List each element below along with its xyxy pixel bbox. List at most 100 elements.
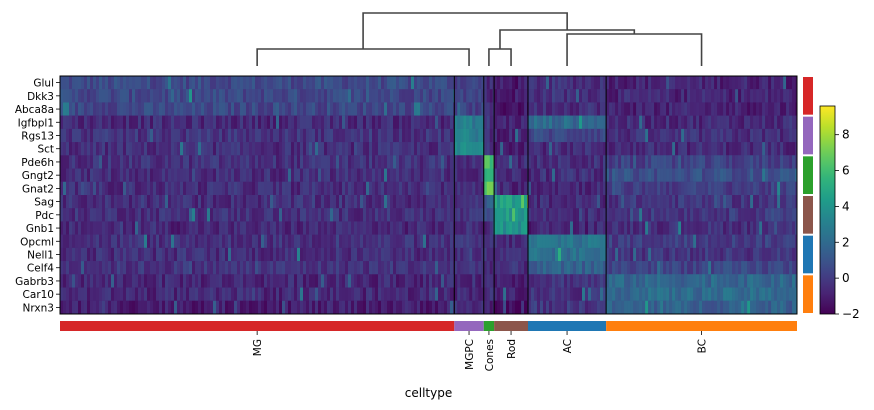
heatmap-stripe xyxy=(561,155,564,169)
heatmap-stripe xyxy=(512,89,515,103)
heatmap-stripe xyxy=(447,261,450,275)
heatmap-stripe xyxy=(478,129,481,143)
heatmap-stripe xyxy=(549,261,552,275)
heatmap-stripe xyxy=(201,195,204,209)
heatmap-stripe xyxy=(237,116,240,130)
heatmap-stripe xyxy=(741,301,744,315)
heatmap-stripe xyxy=(369,169,372,183)
heatmap-stripe xyxy=(630,248,633,262)
heatmap-stripe xyxy=(642,221,645,235)
heatmap-stripe xyxy=(594,221,597,235)
heatmap-stripe xyxy=(216,208,219,222)
heatmap-stripe xyxy=(75,89,78,103)
heatmap-stripe xyxy=(612,221,615,235)
heatmap-stripe xyxy=(506,195,509,209)
heatmap-stripe xyxy=(264,261,267,275)
heatmap-stripe xyxy=(249,288,252,302)
heatmap-stripe xyxy=(636,248,639,262)
heatmap-stripe xyxy=(84,182,87,196)
heatmap-stripe xyxy=(198,274,201,288)
heatmap-stripe xyxy=(684,288,687,302)
heatmap-stripe xyxy=(524,76,527,90)
heatmap-stripe xyxy=(417,288,420,302)
heatmap-stripe xyxy=(444,102,447,116)
heatmap-stripe xyxy=(570,155,573,169)
heatmap-stripe xyxy=(669,195,672,209)
heatmap-stripe xyxy=(591,288,594,302)
heatmap-stripe xyxy=(573,208,576,222)
heatmap-stripe xyxy=(576,248,579,262)
heatmap-stripe xyxy=(543,235,546,249)
heatmap-stripe xyxy=(630,76,633,90)
heatmap-stripe xyxy=(735,142,738,156)
heatmap-stripe xyxy=(267,182,270,196)
heatmap-stripe xyxy=(524,102,527,116)
heatmap-stripe xyxy=(327,274,330,288)
heatmap-stripe xyxy=(156,76,159,90)
heatmap-stripe xyxy=(285,116,288,130)
heatmap-stripe xyxy=(411,248,414,262)
heatmap-stripe xyxy=(438,129,441,143)
heatmap-stripe xyxy=(627,195,630,209)
heatmap-stripe xyxy=(237,89,240,103)
heatmap-stripe xyxy=(490,235,493,249)
heatmap-stripe xyxy=(478,301,481,315)
heatmap-stripe xyxy=(711,169,714,183)
heatmap-stripe xyxy=(252,76,255,90)
heatmap-stripe xyxy=(552,288,555,302)
heatmap-stripe xyxy=(705,301,708,315)
heatmap-stripe xyxy=(330,142,333,156)
heatmap-stripe xyxy=(171,182,174,196)
heatmap-stripe xyxy=(405,169,408,183)
heatmap-stripe xyxy=(282,182,285,196)
heatmap-stripe xyxy=(780,248,783,262)
heatmap-stripe xyxy=(711,261,714,275)
heatmap-stripe xyxy=(159,248,162,262)
heatmap-stripe xyxy=(66,142,69,156)
heatmap-stripe xyxy=(201,116,204,130)
heatmap-stripe xyxy=(503,102,506,116)
heatmap-stripe xyxy=(509,301,512,315)
heatmap-stripe xyxy=(466,235,469,249)
heatmap-stripe xyxy=(639,274,642,288)
group-label: MG xyxy=(252,339,264,356)
heatmap-stripe xyxy=(132,155,135,169)
heatmap-stripe xyxy=(207,195,210,209)
heatmap-stripe xyxy=(291,116,294,130)
heatmap-stripe xyxy=(156,208,159,222)
heatmap-stripe xyxy=(543,288,546,302)
heatmap-stripe xyxy=(633,221,636,235)
heatmap-stripe xyxy=(657,182,660,196)
heatmap-stripe xyxy=(786,182,789,196)
gene-group-strip xyxy=(803,196,813,234)
heatmap-stripe xyxy=(663,116,666,130)
heatmap-stripe xyxy=(753,274,756,288)
heatmap-stripe xyxy=(651,301,654,315)
heatmap-stripe xyxy=(375,76,378,90)
heatmap-stripe xyxy=(342,221,345,235)
heatmap-stripe xyxy=(138,102,141,116)
heatmap-stripe xyxy=(738,235,741,249)
heatmap-stripe xyxy=(472,248,475,262)
heatmap-stripe xyxy=(408,248,411,262)
heatmap-stripe xyxy=(72,221,75,235)
heatmap-stripe xyxy=(198,116,201,130)
heatmap-stripe xyxy=(549,182,552,196)
heatmap-stripe xyxy=(699,169,702,183)
heatmap-stripe xyxy=(487,274,490,288)
heatmap-stripe xyxy=(681,142,684,156)
heatmap-stripe xyxy=(291,261,294,275)
gene-label: Pdc xyxy=(35,210,54,222)
heatmap-stripe xyxy=(717,195,720,209)
heatmap-stripe xyxy=(339,274,342,288)
heatmap-stripe xyxy=(438,89,441,103)
heatmap-stripe xyxy=(270,76,273,90)
heatmap-stripe xyxy=(503,261,506,275)
heatmap-stripe xyxy=(417,169,420,183)
heatmap-stripe xyxy=(717,221,720,235)
heatmap-stripe xyxy=(366,221,369,235)
heatmap-stripe xyxy=(141,288,144,302)
heatmap-stripe xyxy=(702,221,705,235)
heatmap-stripe xyxy=(108,208,111,222)
heatmap-stripe xyxy=(759,248,762,262)
